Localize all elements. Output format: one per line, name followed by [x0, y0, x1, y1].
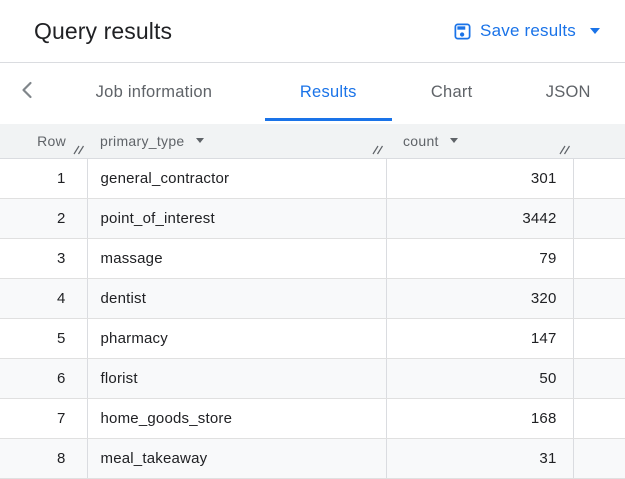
cell-primary-type: home_goods_store [87, 398, 387, 439]
table-row: 3 massage 79 [0, 238, 625, 279]
cell-primary-type: point_of_interest [87, 198, 387, 239]
sort-dropdown-icon[interactable] [449, 138, 458, 144]
results-table: Row primary_type [0, 124, 625, 479]
cell-count: 301 [386, 158, 574, 199]
column-label-row: Row [37, 132, 66, 149]
cell-primary-type: massage [87, 238, 387, 279]
row-number: 1 [0, 158, 88, 199]
row-number: 7 [0, 398, 88, 439]
table-row: 1 general_contractor 301 [0, 158, 625, 199]
row-number: 4 [0, 278, 88, 319]
row-number: 5 [0, 318, 88, 359]
cell-count: 50 [386, 358, 574, 399]
row-number: 2 [0, 198, 88, 239]
cell-count: 147 [386, 318, 574, 359]
chevron-left-icon [19, 79, 34, 106]
cell-spacer [573, 398, 625, 439]
column-header-row: Row [0, 124, 87, 159]
table-row: 8 meal_takeaway 31 [0, 438, 625, 479]
cell-primary-type: general_contractor [87, 158, 387, 199]
cell-primary-type: dentist [87, 278, 387, 319]
table-row: 6 florist 50 [0, 358, 625, 399]
column-resize-handle[interactable] [371, 143, 384, 155]
tab-json[interactable]: JSON [545, 82, 591, 101]
chevron-down-icon [590, 28, 600, 34]
cell-count: 3442 [386, 198, 574, 239]
column-header-spacer [573, 124, 625, 159]
column-resize-handle[interactable] [558, 143, 571, 155]
cell-count: 31 [386, 438, 574, 479]
cell-spacer [573, 318, 625, 359]
table-row: 5 pharmacy 147 [0, 318, 625, 359]
table-row: 7 home_goods_store 168 [0, 398, 625, 439]
results-tabbar: Job information Results Chart JSON [0, 63, 625, 121]
cell-count: 320 [386, 278, 574, 319]
query-results-header: Query results Save results [0, 0, 625, 63]
column-header-count: count [386, 124, 573, 159]
column-header-primary-type: primary_type [87, 124, 386, 159]
cell-count: 168 [386, 398, 574, 439]
save-icon [453, 22, 472, 41]
table-row: 4 dentist 320 [0, 278, 625, 319]
cell-primary-type: meal_takeaway [87, 438, 387, 479]
column-label-primary-type: primary_type [100, 132, 185, 149]
column-resize-handle[interactable] [72, 143, 85, 155]
table-header-row: Row primary_type [0, 124, 625, 159]
cell-spacer [573, 158, 625, 199]
cell-spacer [573, 358, 625, 399]
tab-job-information[interactable]: Job information [95, 82, 213, 101]
column-label-count: count [403, 132, 439, 149]
save-results-label: Save results [480, 21, 576, 40]
cell-spacer [573, 438, 625, 479]
row-number: 6 [0, 358, 88, 399]
tab-chart[interactable]: Chart [430, 82, 473, 101]
sort-dropdown-icon[interactable] [195, 138, 204, 144]
tab-results[interactable]: Results [264, 63, 393, 121]
cell-count: 79 [386, 238, 574, 279]
back-button[interactable] [10, 63, 43, 121]
cell-primary-type: florist [87, 358, 387, 399]
save-results-button[interactable]: Save results [453, 21, 600, 41]
table-row: 2 point_of_interest 3442 [0, 198, 625, 239]
row-number: 3 [0, 238, 88, 279]
cell-spacer [573, 238, 625, 279]
row-number: 8 [0, 438, 88, 479]
cell-spacer [573, 278, 625, 319]
page-title: Query results [34, 17, 173, 44]
cell-primary-type: pharmacy [87, 318, 387, 359]
cell-spacer [573, 198, 625, 239]
